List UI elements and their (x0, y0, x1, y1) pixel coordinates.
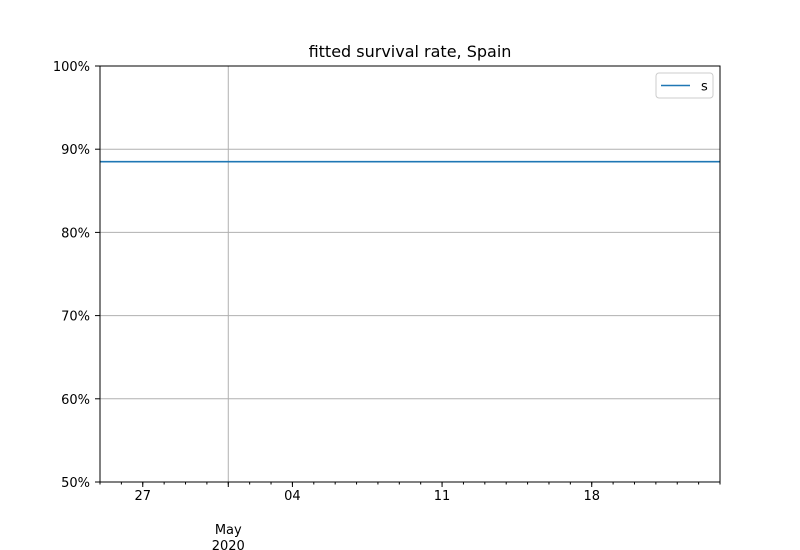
x-year-label: 2020 (212, 539, 245, 550)
x-month-label: May (215, 523, 242, 538)
grid-layer (100, 66, 720, 482)
x-tick-label: 04 (284, 489, 301, 504)
y-tick-label: 70% (61, 310, 90, 325)
y-tick-label: 90% (61, 143, 90, 158)
y-tick-label: 100% (53, 60, 90, 75)
legend: s (655, 72, 714, 99)
y-tick-label: 80% (61, 226, 90, 241)
x-tick-label: 27 (134, 489, 151, 504)
legend-label-s: s (701, 80, 708, 95)
plot-frame (99, 65, 721, 483)
y-tick-label: 60% (61, 393, 90, 408)
x-tick-label: 18 (583, 489, 600, 504)
y-tick-label: 50% (61, 476, 90, 491)
x-tick-label: 11 (434, 489, 451, 504)
chart-title: fitted survival rate, Spain (309, 42, 512, 61)
